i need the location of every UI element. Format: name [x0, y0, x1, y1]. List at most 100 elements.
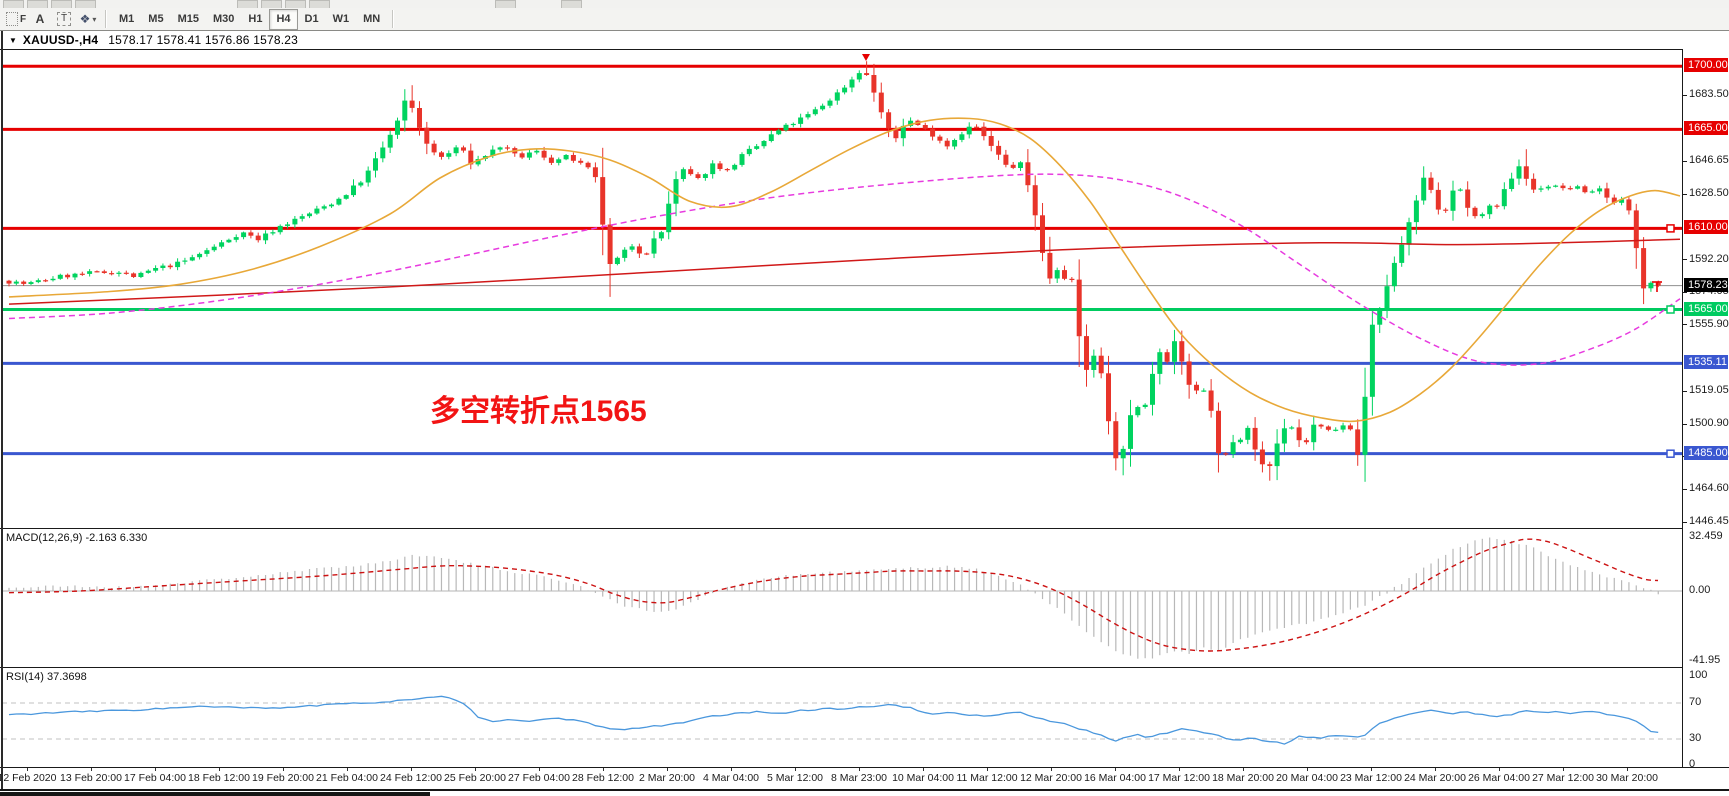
timeframe-button-h4[interactable]: H4 — [269, 8, 298, 30]
horizontal-lines[interactable] — [2, 64, 1682, 456]
time-tick — [91, 768, 92, 771]
time-label: 20 Mar 04:00 — [1276, 772, 1338, 784]
time-tick — [731, 768, 732, 771]
time-label: 11 Mar 12:00 — [956, 772, 1018, 784]
time-label: 17 Mar 12:00 — [1148, 772, 1210, 784]
time-tick — [1115, 768, 1116, 771]
macd-name: MACD(12,26,9) — [6, 532, 83, 544]
rsi-pane: RSI(14) 37.3698 — [0, 667, 1729, 768]
rsi-scale-label: 30 — [1689, 732, 1702, 744]
time-tick — [859, 768, 860, 771]
time-label: 2 Mar 20:00 — [638, 772, 696, 784]
price-axis[interactable]: 1683.501646.651628.501592.201574.051555.… — [1682, 49, 1729, 770]
text-a-icon[interactable]: A — [35, 12, 45, 26]
time-label: 4 Mar 04:00 — [702, 772, 760, 784]
hline-handle[interactable] — [1666, 305, 1675, 314]
time-label: 25 Feb 20:00 — [444, 772, 506, 784]
time-tick — [411, 768, 412, 771]
time-label: 18 Mar 20:00 — [1212, 772, 1274, 784]
clipped-icon — [75, 0, 96, 8]
axis-tick-mark — [1683, 160, 1687, 162]
macd-canvas — [2, 537, 1682, 659]
hline-handle[interactable] — [1666, 224, 1675, 233]
time-label: 12 Feb 2020 — [0, 772, 57, 784]
time-label: 27 Feb 04:00 — [508, 772, 570, 784]
axis-tick-mark — [1683, 259, 1687, 260]
clipped-icon — [51, 0, 72, 8]
rsi-scale-label: 70 — [1689, 696, 1702, 708]
text-label-icon[interactable]: T — [53, 9, 75, 29]
macd-signal-line — [8, 538, 1659, 652]
axis-tick-mark — [1683, 94, 1687, 96]
ma-slow-line — [8, 238, 1681, 305]
macd-scale-label: -41.95 — [1689, 654, 1721, 666]
price-tick-label: 1646.65 — [1689, 154, 1729, 167]
price-tick-label: 1519.05 — [1689, 384, 1729, 397]
timeframe-button-h1[interactable]: H1 — [248, 13, 263, 25]
price-tick-label: 1500.90 — [1689, 417, 1729, 429]
font-tool-icon[interactable]: F — [5, 9, 27, 29]
timeframe-button-d1[interactable]: D1 — [304, 13, 319, 25]
timeframe-button-m1[interactable]: M1 — [119, 13, 135, 25]
ma-fast-line — [8, 117, 1681, 423]
macd-scale-label: 0.00 — [1689, 584, 1711, 596]
ohlc-values: 1578.17 1578.41 1576.86 1578.23 — [108, 33, 298, 47]
timeframe-bar: M1 M5 M15 M30 H1 H4 D1 W1 MN — [112, 8, 387, 30]
time-tick — [1499, 768, 1500, 771]
time-tick — [1051, 768, 1052, 771]
window-left-border — [1, 31, 3, 790]
axis-tick-mark — [1683, 390, 1687, 392]
price-badge: 1610.00 — [1684, 220, 1728, 235]
clipped-icon — [261, 0, 282, 8]
drawing-tools: F A T ❖ ▾ — [0, 9, 100, 29]
time-label: 24 Feb 12:00 — [380, 772, 442, 784]
macd-histogram — [8, 537, 1659, 659]
time-label: 17 Feb 04:00 — [124, 772, 186, 784]
price-pane: 多空转折点1565 — [0, 49, 1729, 529]
time-axis[interactable]: 12 Feb 2020 13 Feb 20:00 17 Feb 04:00 18 Fe… — [0, 767, 1729, 791]
price-tick-label: 1555.90 — [1689, 317, 1729, 330]
taskbar-fragment — [0, 792, 430, 796]
rsi-value: 37.3698 — [46, 671, 87, 683]
shapes-icon[interactable]: ❖ ▾ — [79, 12, 97, 26]
timeframe-button-w1[interactable]: W1 — [332, 13, 350, 25]
timeframe-button-m5[interactable]: M5 — [148, 13, 164, 25]
time-label: 27 Mar 12:00 — [1532, 772, 1594, 784]
timeframe-button-mn[interactable]: MN — [363, 13, 381, 25]
candles — [6, 61, 1661, 482]
rsi-scale-label: 100 — [1689, 669, 1708, 681]
time-tick — [795, 768, 796, 771]
timeframe-button-m15[interactable]: M15 — [177, 13, 199, 25]
macd-label: MACD(12,26,9) -2.163 6.330 — [6, 532, 147, 544]
time-label: 23 Mar 12:00 — [1340, 772, 1402, 784]
time-tick — [603, 768, 604, 771]
time-tick — [987, 768, 988, 771]
chart-dropdown-icon[interactable]: ▼ — [9, 35, 17, 45]
chart-title-bar: ▼ XAUUSD-,H4 1578.17 1578.41 1576.86 157… — [0, 31, 1729, 49]
time-tick — [475, 768, 476, 771]
toolbar-separator — [105, 10, 107, 28]
cursor-t-marker — [1652, 281, 1662, 292]
time-tick — [923, 768, 924, 771]
toolbar: F A T ❖ ▾ M1 M5 M15 M30 H1 H4 D1 W1 MN — [0, 8, 1729, 31]
axis-tick-mark — [1683, 324, 1687, 326]
clipped-icon — [561, 0, 582, 8]
time-label: 13 Feb 20:00 — [60, 772, 122, 784]
price-tick-label: 1683.50 — [1689, 88, 1729, 100]
macd-scale-label: 32.459 — [1689, 530, 1723, 542]
timeframe-button-m30[interactable]: M30 — [212, 13, 235, 25]
time-label: 24 Mar 20:00 — [1404, 772, 1466, 784]
time-label: 8 Mar 23:00 — [830, 772, 888, 784]
clipped-icon — [3, 0, 24, 8]
rsi-canvas — [2, 695, 1682, 745]
hline-handle[interactable] — [1666, 449, 1675, 458]
window-bottom-border — [0, 789, 1729, 791]
time-label: 16 Mar 04:00 — [1084, 772, 1146, 784]
toolbar-separator — [392, 10, 395, 28]
price-badge: 1665.00 — [1684, 121, 1728, 136]
axis-tick-mark — [1683, 291, 1687, 293]
rsi-line — [8, 695, 1659, 745]
macd-pane: MACD(12,26,9) -2.163 6.330 — [0, 528, 1729, 668]
clipped-icon — [285, 0, 306, 8]
